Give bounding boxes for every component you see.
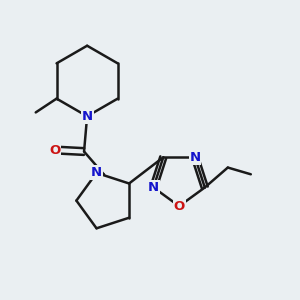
Text: O: O	[173, 200, 185, 213]
Text: N: N	[148, 181, 159, 194]
Text: O: O	[49, 143, 61, 157]
Text: N: N	[91, 167, 102, 179]
Text: N: N	[82, 110, 93, 123]
Text: N: N	[189, 151, 201, 164]
